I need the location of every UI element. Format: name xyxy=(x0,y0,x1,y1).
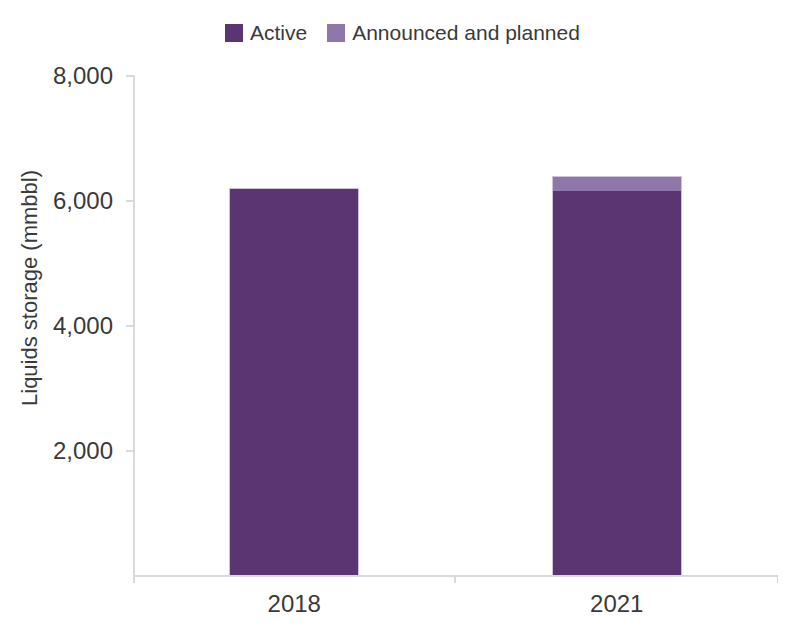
y-tick xyxy=(126,75,133,77)
y-tick-label: 8,000 xyxy=(0,64,113,88)
x-tick xyxy=(454,575,456,583)
y-axis xyxy=(133,75,135,583)
y-tick xyxy=(126,200,133,202)
category-label-2018: 2018 xyxy=(214,592,374,616)
chart: ActiveAnnounced and planned 2,0004,0006,… xyxy=(0,0,800,632)
x-tick xyxy=(777,575,779,583)
y-axis-title: Liquids storage (mmbbl) xyxy=(17,170,43,406)
x-axis xyxy=(133,575,778,577)
y-tick xyxy=(126,450,133,452)
bar-segment-2018-active xyxy=(230,189,358,575)
y-tick xyxy=(126,325,133,327)
bar-2021 xyxy=(552,176,682,575)
bar-2018 xyxy=(229,188,359,575)
plot-area: 2,0004,0006,0008,00020182021 xyxy=(0,0,800,632)
category-label-2021: 2021 xyxy=(537,592,697,616)
bar-segment-2021-announced-and-planned xyxy=(553,177,681,191)
bar-segment-2021-active xyxy=(553,191,681,575)
y-tick-label: 2,000 xyxy=(0,439,113,463)
